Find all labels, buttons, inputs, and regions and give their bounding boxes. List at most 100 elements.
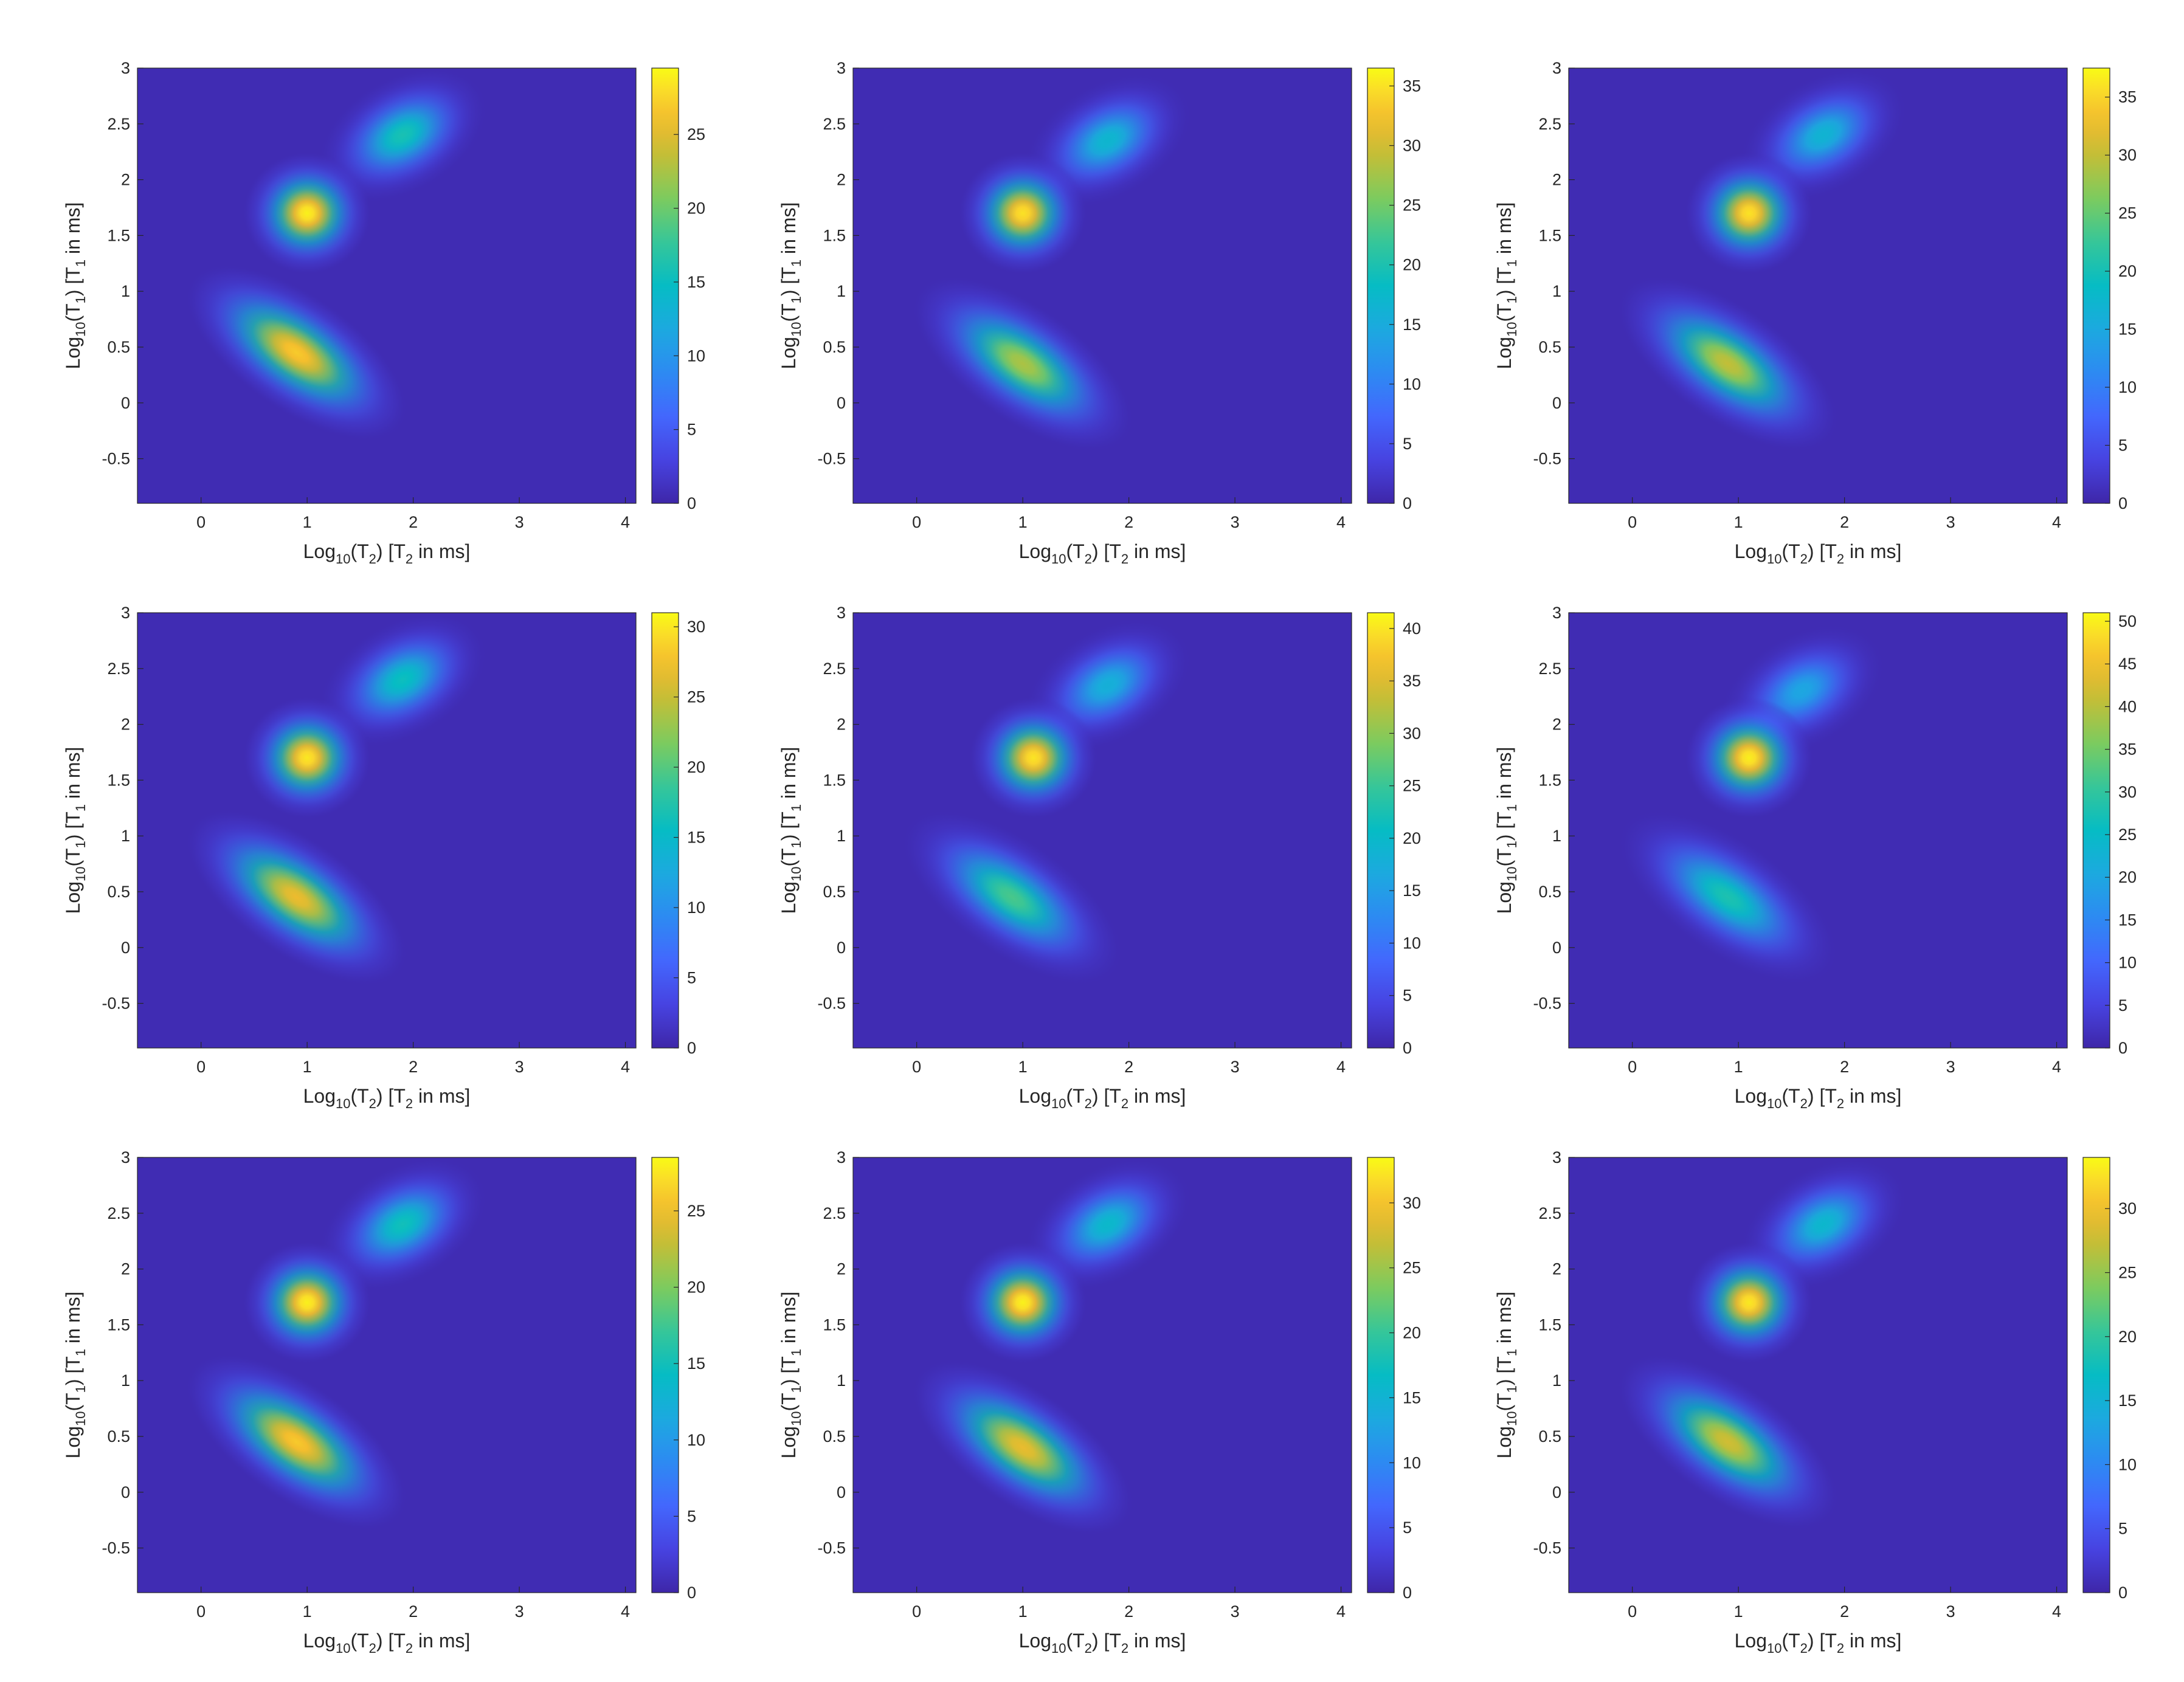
colorbar-tick-label: 20 bbox=[1403, 829, 1421, 847]
heatmap-peak bbox=[243, 697, 371, 819]
y-tick-label: 1 bbox=[1552, 827, 1561, 845]
y-tick-label: -0.5 bbox=[102, 994, 130, 1013]
x-tick-label: 1 bbox=[1734, 1602, 1743, 1621]
x-tick-label: 0 bbox=[912, 1602, 921, 1621]
heatmap-peak bbox=[959, 152, 1087, 274]
colorbar-tick-label: 10 bbox=[2118, 954, 2137, 972]
colorbar-tick-label: 0 bbox=[687, 1039, 696, 1057]
x-tick-label: 2 bbox=[1840, 1058, 1849, 1076]
x-tick-label: 4 bbox=[2052, 1058, 2061, 1076]
colorbar-tick-label: 15 bbox=[1403, 315, 1421, 334]
x-tick-label: 3 bbox=[1946, 1602, 1955, 1621]
y-axis-label: Log10(T1) [T1 in ms] bbox=[62, 202, 88, 370]
y-tick-label: 1.5 bbox=[823, 226, 846, 244]
heatmap-peak bbox=[318, 1157, 487, 1292]
colorbar-tick-label: 20 bbox=[2118, 1328, 2137, 1346]
x-tick-label: 4 bbox=[1336, 1602, 1346, 1621]
colorbar-tick-label: 25 bbox=[2118, 204, 2137, 222]
y-tick-label: 2.5 bbox=[823, 1204, 846, 1222]
y-tick-label: 0 bbox=[1552, 939, 1561, 957]
colorbar-tick-label: 25 bbox=[1403, 1259, 1421, 1277]
heatmap-panel-4: 0 1 2 3 4 -0.5 0 0.5 1 1.5 2 2.5 3 Log10(T2) [T2 in m… bbox=[62, 604, 705, 1111]
colorbar-tick-label: 40 bbox=[2118, 697, 2137, 715]
y-tick-label: 0 bbox=[121, 939, 130, 957]
x-tick-label: 3 bbox=[515, 1058, 524, 1076]
colorbar-tick-label: 35 bbox=[2118, 740, 2137, 759]
y-tick-label: 2 bbox=[1552, 715, 1561, 734]
y-tick-label: 2.5 bbox=[107, 660, 130, 678]
colorbar-tick-label: 15 bbox=[2118, 911, 2137, 929]
colorbar-tick-label: 10 bbox=[1403, 934, 1421, 952]
heatmap-peak bbox=[902, 810, 1122, 985]
heatmap-panel-5: 0 1 2 3 4 -0.5 0 0.5 1 1.5 2 2.5 3 Log10(T2) [T2 in m… bbox=[778, 604, 1421, 1111]
axes-frame bbox=[1568, 67, 2068, 504]
heatmap-peak bbox=[243, 152, 371, 274]
colorbar-tick-label: 0 bbox=[1403, 1584, 1412, 1602]
x-axis-label: Log10(T2) [T2 in ms] bbox=[1735, 1085, 1902, 1111]
x-tick-label: 3 bbox=[1231, 513, 1240, 531]
colorbar-tick-label: 5 bbox=[687, 969, 696, 987]
colorbar-tick-label: 15 bbox=[2118, 1391, 2137, 1410]
y-tick-label: 3 bbox=[837, 59, 846, 77]
y-tick-label: 0.5 bbox=[823, 1427, 846, 1446]
x-tick-label: 3 bbox=[1231, 1602, 1240, 1621]
y-tick-label: 0.5 bbox=[823, 338, 846, 356]
y-tick-label: 1 bbox=[121, 282, 130, 300]
x-tick-label: 2 bbox=[1124, 1602, 1133, 1621]
x-tick-label: 0 bbox=[912, 1058, 921, 1076]
colorbar-tick-label: 30 bbox=[1403, 724, 1421, 742]
x-tick-label: 0 bbox=[196, 1602, 206, 1621]
heatmap-panel-6: 0 1 2 3 4 -0.5 0 0.5 1 1.5 2 2.5 3 Log10(T2) [T2 in m… bbox=[1493, 604, 2137, 1111]
x-axis-label: Log10(T2) [T2 in ms] bbox=[1735, 540, 1902, 567]
y-tick-label: 1 bbox=[1552, 1371, 1561, 1390]
y-tick-label: -0.5 bbox=[102, 450, 130, 468]
x-tick-label: 4 bbox=[621, 1058, 630, 1076]
y-tick-label: -0.5 bbox=[1533, 994, 1561, 1013]
y-tick-label: 2 bbox=[121, 1260, 130, 1278]
y-tick-label: 0.5 bbox=[107, 338, 130, 356]
x-tick-label: 4 bbox=[1336, 1058, 1346, 1076]
x-axis-label: Log10(T2) [T2 in ms] bbox=[1019, 1085, 1186, 1111]
y-tick-label: 2 bbox=[837, 715, 846, 734]
colorbar-tick-label: 10 bbox=[687, 1431, 705, 1449]
colorbar-tick-label: 10 bbox=[2118, 1455, 2137, 1473]
heatmap-panel-3: 0 1 2 3 4 -0.5 0 0.5 1 1.5 2 2.5 3 Log10(T2) [T2 in m… bbox=[1493, 59, 2137, 567]
x-tick-label: 1 bbox=[303, 1058, 312, 1076]
colorbar-tick-label: 0 bbox=[687, 1584, 696, 1602]
x-tick-label: 1 bbox=[1018, 1602, 1028, 1621]
heatmap-peak bbox=[913, 277, 1133, 451]
x-tick-label: 3 bbox=[1946, 513, 1955, 531]
y-tick-label: 0.5 bbox=[823, 883, 846, 901]
colorbar-tick-label: 30 bbox=[1403, 137, 1421, 155]
x-axis-label: Log10(T2) [T2 in ms] bbox=[1735, 1630, 1902, 1656]
colorbar-tick-label: 10 bbox=[1403, 1453, 1421, 1472]
colorbar-tick-label: 5 bbox=[1403, 987, 1412, 1005]
y-tick-label: 0 bbox=[1552, 1483, 1561, 1501]
x-axis-label: Log10(T2) [T2 in ms] bbox=[1019, 1630, 1186, 1656]
heatmap-panel-9: 0 1 2 3 4 -0.5 0 0.5 1 1.5 2 2.5 3 Log10(T2) [T2 in m… bbox=[1493, 1148, 2137, 1656]
x-tick-label: 0 bbox=[1628, 513, 1637, 531]
colorbar-tick-label: 20 bbox=[687, 199, 705, 218]
y-tick-label: 3 bbox=[121, 1148, 130, 1167]
axes-frame bbox=[1568, 1157, 2068, 1593]
x-tick-label: 1 bbox=[1734, 513, 1743, 531]
y-tick-label: 1 bbox=[837, 827, 846, 845]
x-tick-label: 4 bbox=[1336, 513, 1346, 531]
y-tick-label: -0.5 bbox=[102, 1539, 130, 1557]
y-tick-label: 2 bbox=[121, 715, 130, 734]
colorbar-tick-label: 20 bbox=[2118, 868, 2137, 886]
heatmap-peak bbox=[913, 1360, 1133, 1535]
y-tick-label: 3 bbox=[1552, 1148, 1561, 1167]
y-tick-label: 1 bbox=[1552, 282, 1561, 300]
colorbar-tick-label: 15 bbox=[1403, 1388, 1421, 1407]
heatmap-peak bbox=[1618, 1354, 1838, 1529]
colorbar-tick-label: 10 bbox=[687, 346, 705, 365]
x-axis-label: Log10(T2) [T2 in ms] bbox=[1019, 540, 1186, 567]
colorbar-tick-label: 20 bbox=[687, 758, 705, 776]
x-tick-label: 2 bbox=[1124, 513, 1133, 531]
y-tick-label: 3 bbox=[837, 1148, 846, 1167]
y-tick-label: 1 bbox=[121, 827, 130, 845]
x-tick-label: 1 bbox=[1018, 513, 1028, 531]
y-tick-label: 2 bbox=[121, 171, 130, 189]
y-tick-label: 2.5 bbox=[107, 1204, 130, 1222]
